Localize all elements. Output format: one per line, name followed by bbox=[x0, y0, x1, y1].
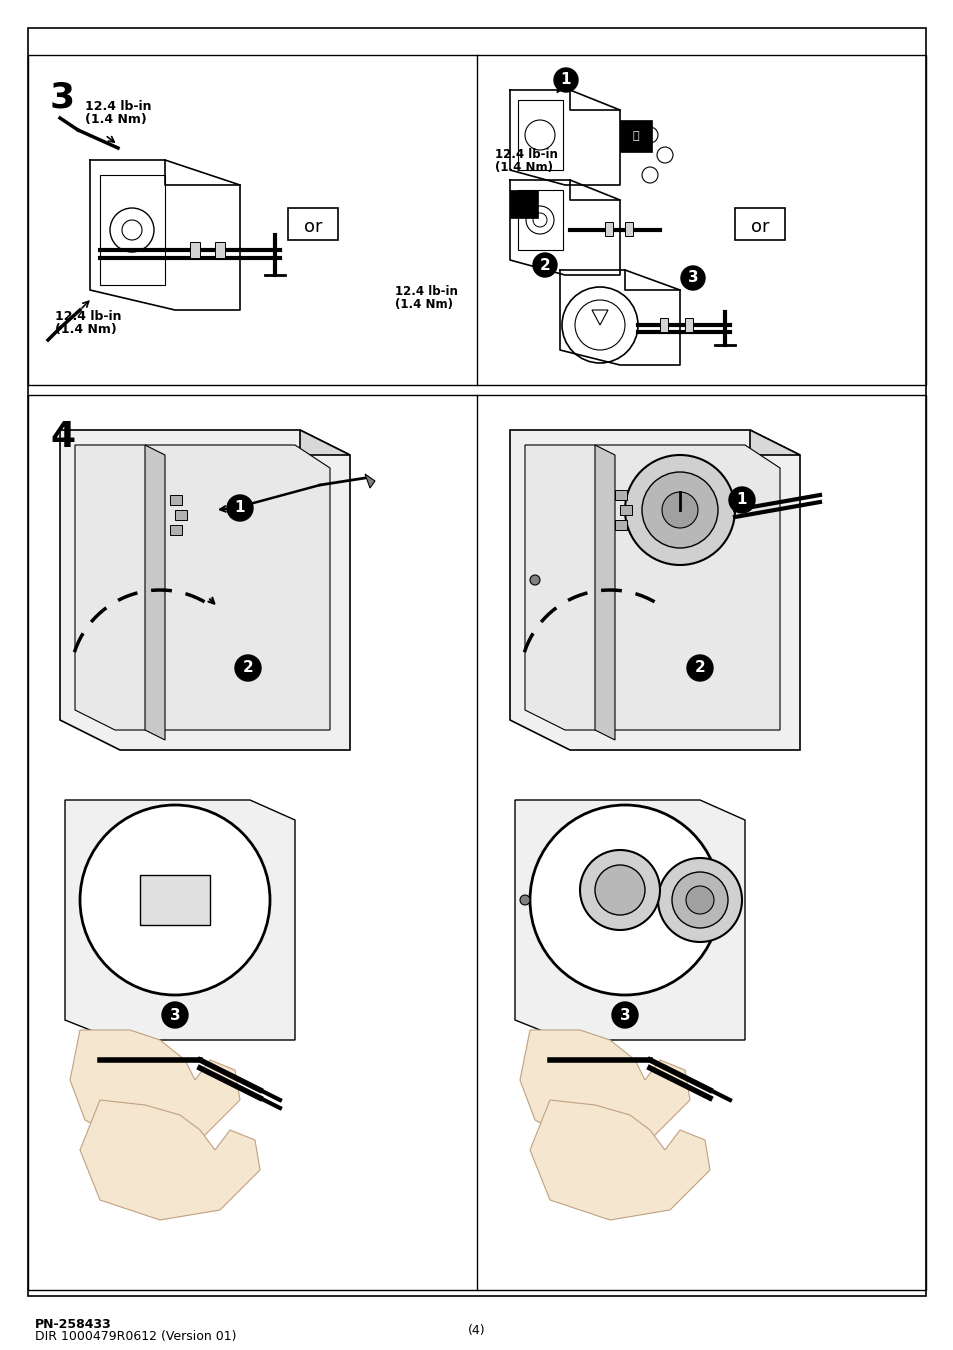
Text: 2: 2 bbox=[694, 660, 704, 675]
Bar bbox=[659, 319, 667, 332]
Text: 3: 3 bbox=[50, 80, 75, 113]
Text: or: or bbox=[750, 217, 768, 236]
Text: 12.4 lb-in: 12.4 lb-in bbox=[495, 148, 558, 161]
Bar bbox=[100, 176, 165, 285]
Bar bbox=[174, 510, 187, 520]
Polygon shape bbox=[595, 446, 615, 740]
Bar bbox=[170, 525, 182, 535]
Circle shape bbox=[641, 472, 718, 548]
Bar bbox=[684, 319, 692, 332]
Text: 2: 2 bbox=[539, 258, 550, 273]
Text: (1.4 Nm): (1.4 Nm) bbox=[495, 161, 553, 174]
Bar bbox=[510, 190, 537, 217]
Text: 🗑: 🗑 bbox=[632, 131, 639, 140]
Circle shape bbox=[80, 805, 270, 995]
Polygon shape bbox=[65, 801, 294, 1040]
FancyBboxPatch shape bbox=[734, 208, 784, 240]
Circle shape bbox=[530, 805, 720, 995]
Circle shape bbox=[519, 895, 530, 905]
Bar bbox=[170, 495, 182, 505]
Text: (1.4 Nm): (1.4 Nm) bbox=[55, 323, 116, 336]
Polygon shape bbox=[60, 431, 350, 751]
Circle shape bbox=[579, 850, 659, 930]
Bar bbox=[619, 505, 631, 514]
Circle shape bbox=[671, 872, 727, 927]
Bar bbox=[604, 221, 613, 236]
Text: 12.4 lb-in: 12.4 lb-in bbox=[85, 100, 152, 113]
Text: or: or bbox=[303, 217, 322, 236]
Polygon shape bbox=[510, 431, 800, 751]
Bar bbox=[28, 55, 925, 385]
Bar bbox=[615, 490, 626, 500]
Circle shape bbox=[680, 266, 704, 290]
Polygon shape bbox=[530, 1100, 709, 1220]
Text: 1: 1 bbox=[736, 493, 746, 508]
Bar bbox=[615, 520, 626, 531]
FancyBboxPatch shape bbox=[288, 208, 337, 240]
Circle shape bbox=[234, 655, 261, 680]
Polygon shape bbox=[70, 1030, 240, 1150]
Polygon shape bbox=[299, 431, 350, 455]
Circle shape bbox=[595, 865, 644, 915]
Polygon shape bbox=[519, 1030, 689, 1150]
Polygon shape bbox=[145, 446, 165, 740]
Circle shape bbox=[530, 575, 539, 585]
Circle shape bbox=[624, 455, 734, 566]
Text: (1.4 Nm): (1.4 Nm) bbox=[85, 113, 147, 126]
Text: 12.4 lb-in: 12.4 lb-in bbox=[55, 310, 121, 323]
Circle shape bbox=[227, 495, 253, 521]
Bar bbox=[517, 100, 562, 170]
Polygon shape bbox=[749, 431, 800, 455]
Circle shape bbox=[685, 886, 713, 914]
Text: 3: 3 bbox=[619, 1007, 630, 1022]
Circle shape bbox=[533, 252, 557, 277]
Polygon shape bbox=[524, 446, 780, 730]
Text: 4: 4 bbox=[50, 420, 75, 454]
Text: 2: 2 bbox=[242, 660, 253, 675]
Bar bbox=[624, 221, 633, 236]
Text: PN-258433: PN-258433 bbox=[35, 1318, 112, 1331]
Text: (4): (4) bbox=[468, 1324, 485, 1336]
Circle shape bbox=[554, 68, 578, 92]
Bar bbox=[619, 120, 651, 153]
Polygon shape bbox=[75, 446, 330, 730]
Text: 1: 1 bbox=[560, 73, 571, 88]
Circle shape bbox=[661, 491, 698, 528]
Text: 3: 3 bbox=[170, 1007, 180, 1022]
Bar bbox=[214, 242, 225, 258]
Text: DIR 1000479R0612 (Version 01): DIR 1000479R0612 (Version 01) bbox=[35, 1330, 236, 1343]
Text: 12.4 lb-in: 12.4 lb-in bbox=[395, 285, 457, 298]
Polygon shape bbox=[365, 474, 375, 487]
Polygon shape bbox=[80, 1100, 260, 1220]
Circle shape bbox=[686, 655, 712, 680]
Circle shape bbox=[658, 859, 741, 942]
Circle shape bbox=[162, 1002, 188, 1027]
Text: (1.4 Nm): (1.4 Nm) bbox=[395, 298, 453, 311]
Circle shape bbox=[612, 1002, 638, 1027]
Text: 1: 1 bbox=[234, 501, 245, 516]
Circle shape bbox=[728, 487, 754, 513]
Bar bbox=[140, 875, 210, 925]
Text: 3: 3 bbox=[687, 270, 698, 285]
Bar bbox=[517, 190, 562, 250]
Bar bbox=[28, 396, 925, 1291]
Bar bbox=[190, 242, 200, 258]
Polygon shape bbox=[515, 801, 744, 1040]
